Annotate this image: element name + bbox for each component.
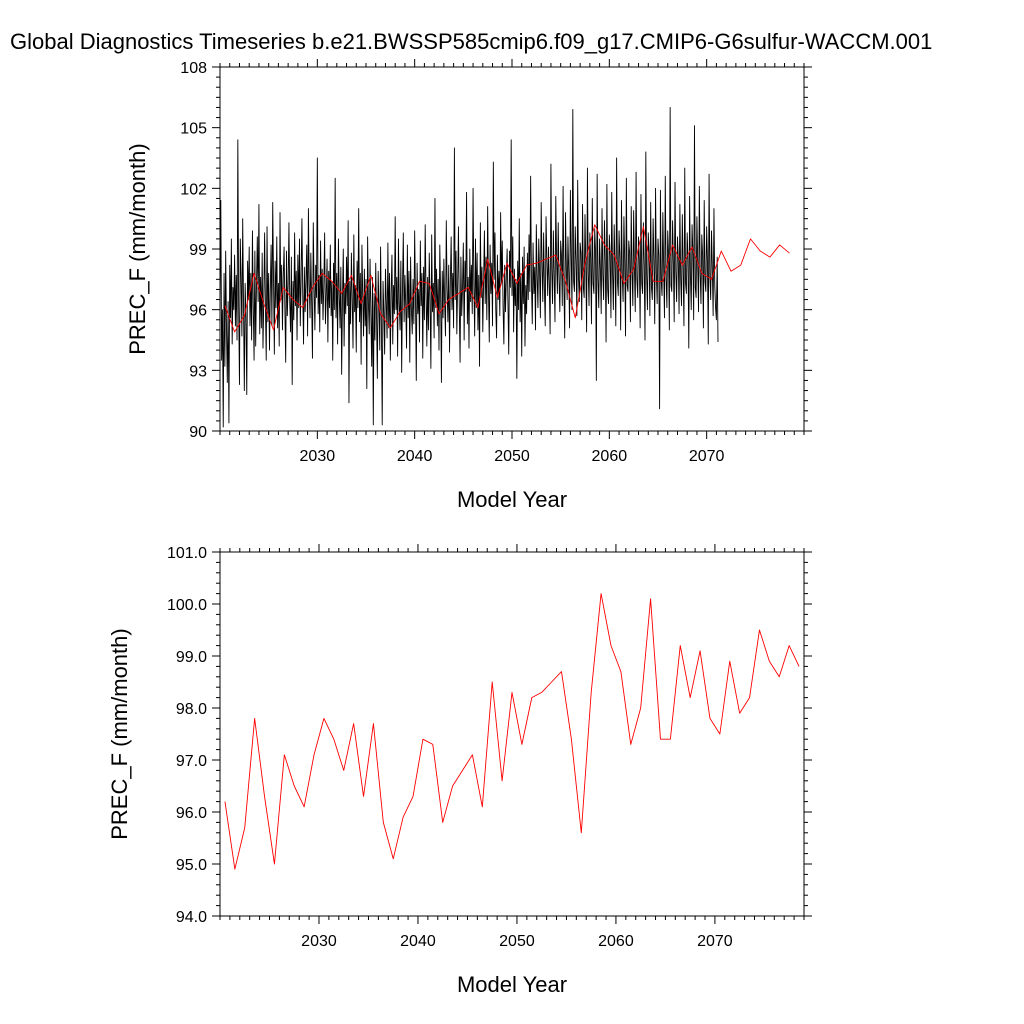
x-axis-label: Model Year [457,972,567,997]
y-tick-label: 95.0 [176,857,207,874]
y-axis-label: PREC_F (mm/month) [125,143,150,354]
x-tick-label: 2060 [592,448,628,465]
y-tick-label: 105 [180,121,207,138]
x-tick-label: 2050 [499,933,535,950]
x-tick-label: 2030 [300,448,336,465]
y-tick-label: 102 [180,181,207,198]
plot-frame [219,551,805,917]
bottom-annual-panel: 2030 2040 2050 2060 2070 94.0 95.0 96.0 97.0 98.0… [107,544,812,997]
x-tick-label: 2070 [689,448,725,465]
y-tick-label: 108 [180,60,207,77]
y-tick-label: 96.0 [176,805,207,822]
annual-mean-series-line [224,593,800,870]
y-tick-label: 99.0 [176,649,207,666]
annual-mean-series-line [224,224,790,333]
top-timeseries-panel: 2030 2040 2050 2060 2070 90 93 96 99 102 105 108 Mod… [125,59,812,512]
x-axis-label: Model Year [457,487,567,512]
x-tick-label: 2030 [301,933,337,950]
x-tick-label: 2050 [494,448,530,465]
y-tick-label: 100.0 [167,597,207,614]
page-title: Global Diagnostics Timeseries b.e21.BWSS… [10,29,933,54]
y-tick-label: 97.0 [176,753,207,770]
y-tick-label: 101.0 [167,545,207,562]
y-axis-label: PREC_F (mm/month) [107,628,132,839]
y-tick-label: 98.0 [176,701,207,718]
y-tick-label: 96 [189,303,207,320]
x-tick-label: 2070 [697,933,733,950]
y-tick-label: 90 [189,424,207,441]
y-tick-label: 99 [189,242,207,259]
monthly-series-line [219,106,719,428]
x-tick-label: 2060 [598,933,634,950]
x-tick-label: 2040 [400,933,436,950]
y-tick-label: 94.0 [176,909,207,926]
x-tick-label: 2040 [397,448,433,465]
y-tick-label: 93 [189,363,207,380]
